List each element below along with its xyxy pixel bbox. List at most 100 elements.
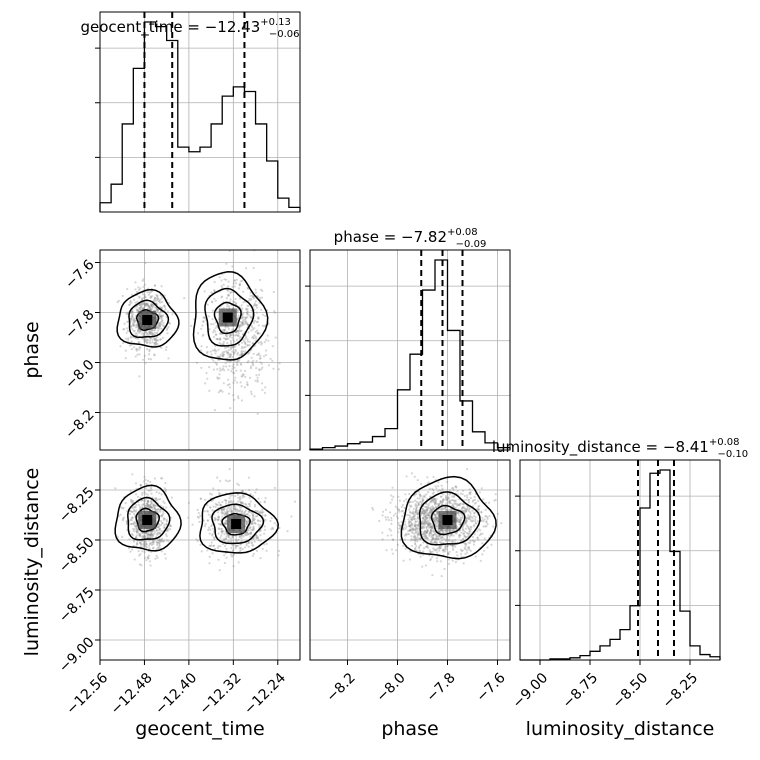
sample-point — [229, 346, 233, 349]
sample-point — [220, 530, 224, 533]
sample-point — [424, 516, 427, 519]
sample-point — [139, 543, 142, 546]
sample-point — [449, 502, 452, 505]
sample-point — [149, 480, 152, 484]
sample-point — [465, 549, 468, 552]
sample-point — [243, 341, 246, 344]
sample-point — [144, 504, 147, 507]
sample-point — [157, 326, 160, 329]
sample-point — [485, 521, 488, 524]
sample-point — [247, 541, 250, 544]
sample-point — [228, 355, 232, 358]
sample-point — [414, 520, 417, 524]
sample-point — [398, 524, 402, 528]
sample-point — [161, 537, 164, 540]
sample-point — [229, 291, 232, 294]
sample-point — [239, 323, 242, 327]
sample-point — [448, 550, 451, 553]
sample-point — [438, 489, 441, 492]
sample-point — [149, 332, 152, 335]
sample-point — [249, 500, 252, 503]
sample-point — [468, 510, 472, 514]
sample-point — [456, 489, 459, 493]
sample-point — [424, 521, 427, 524]
sample-point — [238, 326, 241, 329]
sample-point — [425, 514, 428, 517]
sample-point — [430, 536, 433, 539]
sample-point — [421, 522, 424, 526]
sample-point — [461, 507, 464, 510]
sample-point — [154, 338, 157, 341]
sample-point — [240, 353, 243, 356]
sample-point — [465, 524, 469, 527]
sample-point — [385, 518, 388, 521]
sample-point — [445, 502, 448, 505]
sample-point — [413, 524, 417, 527]
sample-point — [149, 296, 152, 299]
sample-point — [203, 525, 206, 528]
sample-point — [231, 365, 234, 368]
sample-point — [155, 339, 158, 342]
sample-point — [446, 498, 449, 501]
sample-point — [445, 536, 449, 539]
sample-point — [473, 498, 477, 501]
sample-point — [156, 310, 159, 313]
sample-point — [260, 308, 263, 311]
sample-point — [429, 511, 432, 514]
sample-point — [169, 525, 172, 528]
sample-point — [156, 541, 159, 544]
sample-point — [226, 534, 229, 537]
sample-point — [426, 537, 429, 540]
sample-point — [164, 557, 167, 560]
sample-point — [436, 490, 440, 493]
sample-point — [436, 538, 439, 541]
sample-point — [149, 358, 153, 361]
sample-point — [410, 518, 413, 522]
sample-point — [256, 519, 259, 522]
sample-point — [439, 560, 442, 563]
sample-point — [435, 510, 438, 513]
yticklabel-luminosity-distance-2: −8.50 — [56, 534, 98, 576]
sample-point — [149, 535, 152, 538]
sample-point — [114, 487, 117, 490]
sample-point — [447, 551, 450, 555]
sample-point — [213, 348, 216, 351]
sample-point — [246, 381, 249, 384]
sample-point — [269, 357, 272, 360]
sample-point — [457, 512, 460, 515]
sample-point — [158, 527, 161, 531]
sample-point — [426, 513, 429, 516]
sample-point — [390, 522, 393, 526]
sample-point — [414, 520, 417, 523]
sample-point — [460, 540, 463, 543]
sample-point — [264, 496, 267, 500]
sample-point — [254, 534, 257, 537]
sample-point — [130, 510, 134, 513]
sample-point — [423, 537, 426, 540]
sample-point — [237, 395, 240, 398]
sample-point — [225, 365, 228, 368]
sample-point — [155, 497, 158, 500]
sample-point — [129, 498, 133, 501]
sample-point — [254, 491, 257, 494]
sample-point — [413, 535, 416, 538]
sample-point — [423, 521, 426, 524]
sample-point — [415, 538, 418, 542]
sample-point — [228, 360, 231, 363]
sample-point — [142, 480, 145, 483]
sample-point — [246, 313, 249, 316]
sample-point — [191, 523, 194, 526]
sample-point — [263, 543, 266, 546]
sample-point — [417, 525, 421, 528]
sample-point — [439, 502, 442, 505]
sample-point — [235, 535, 238, 538]
sample-point — [440, 529, 443, 532]
sample-point — [444, 539, 447, 542]
sample-point — [158, 327, 161, 330]
sample-point — [244, 509, 248, 512]
xticklabel-geocent-time-3: −12.32 — [197, 670, 245, 718]
sample-point — [134, 525, 137, 528]
sample-point — [220, 508, 224, 511]
sample-point — [224, 499, 227, 503]
sample-point — [217, 391, 220, 394]
